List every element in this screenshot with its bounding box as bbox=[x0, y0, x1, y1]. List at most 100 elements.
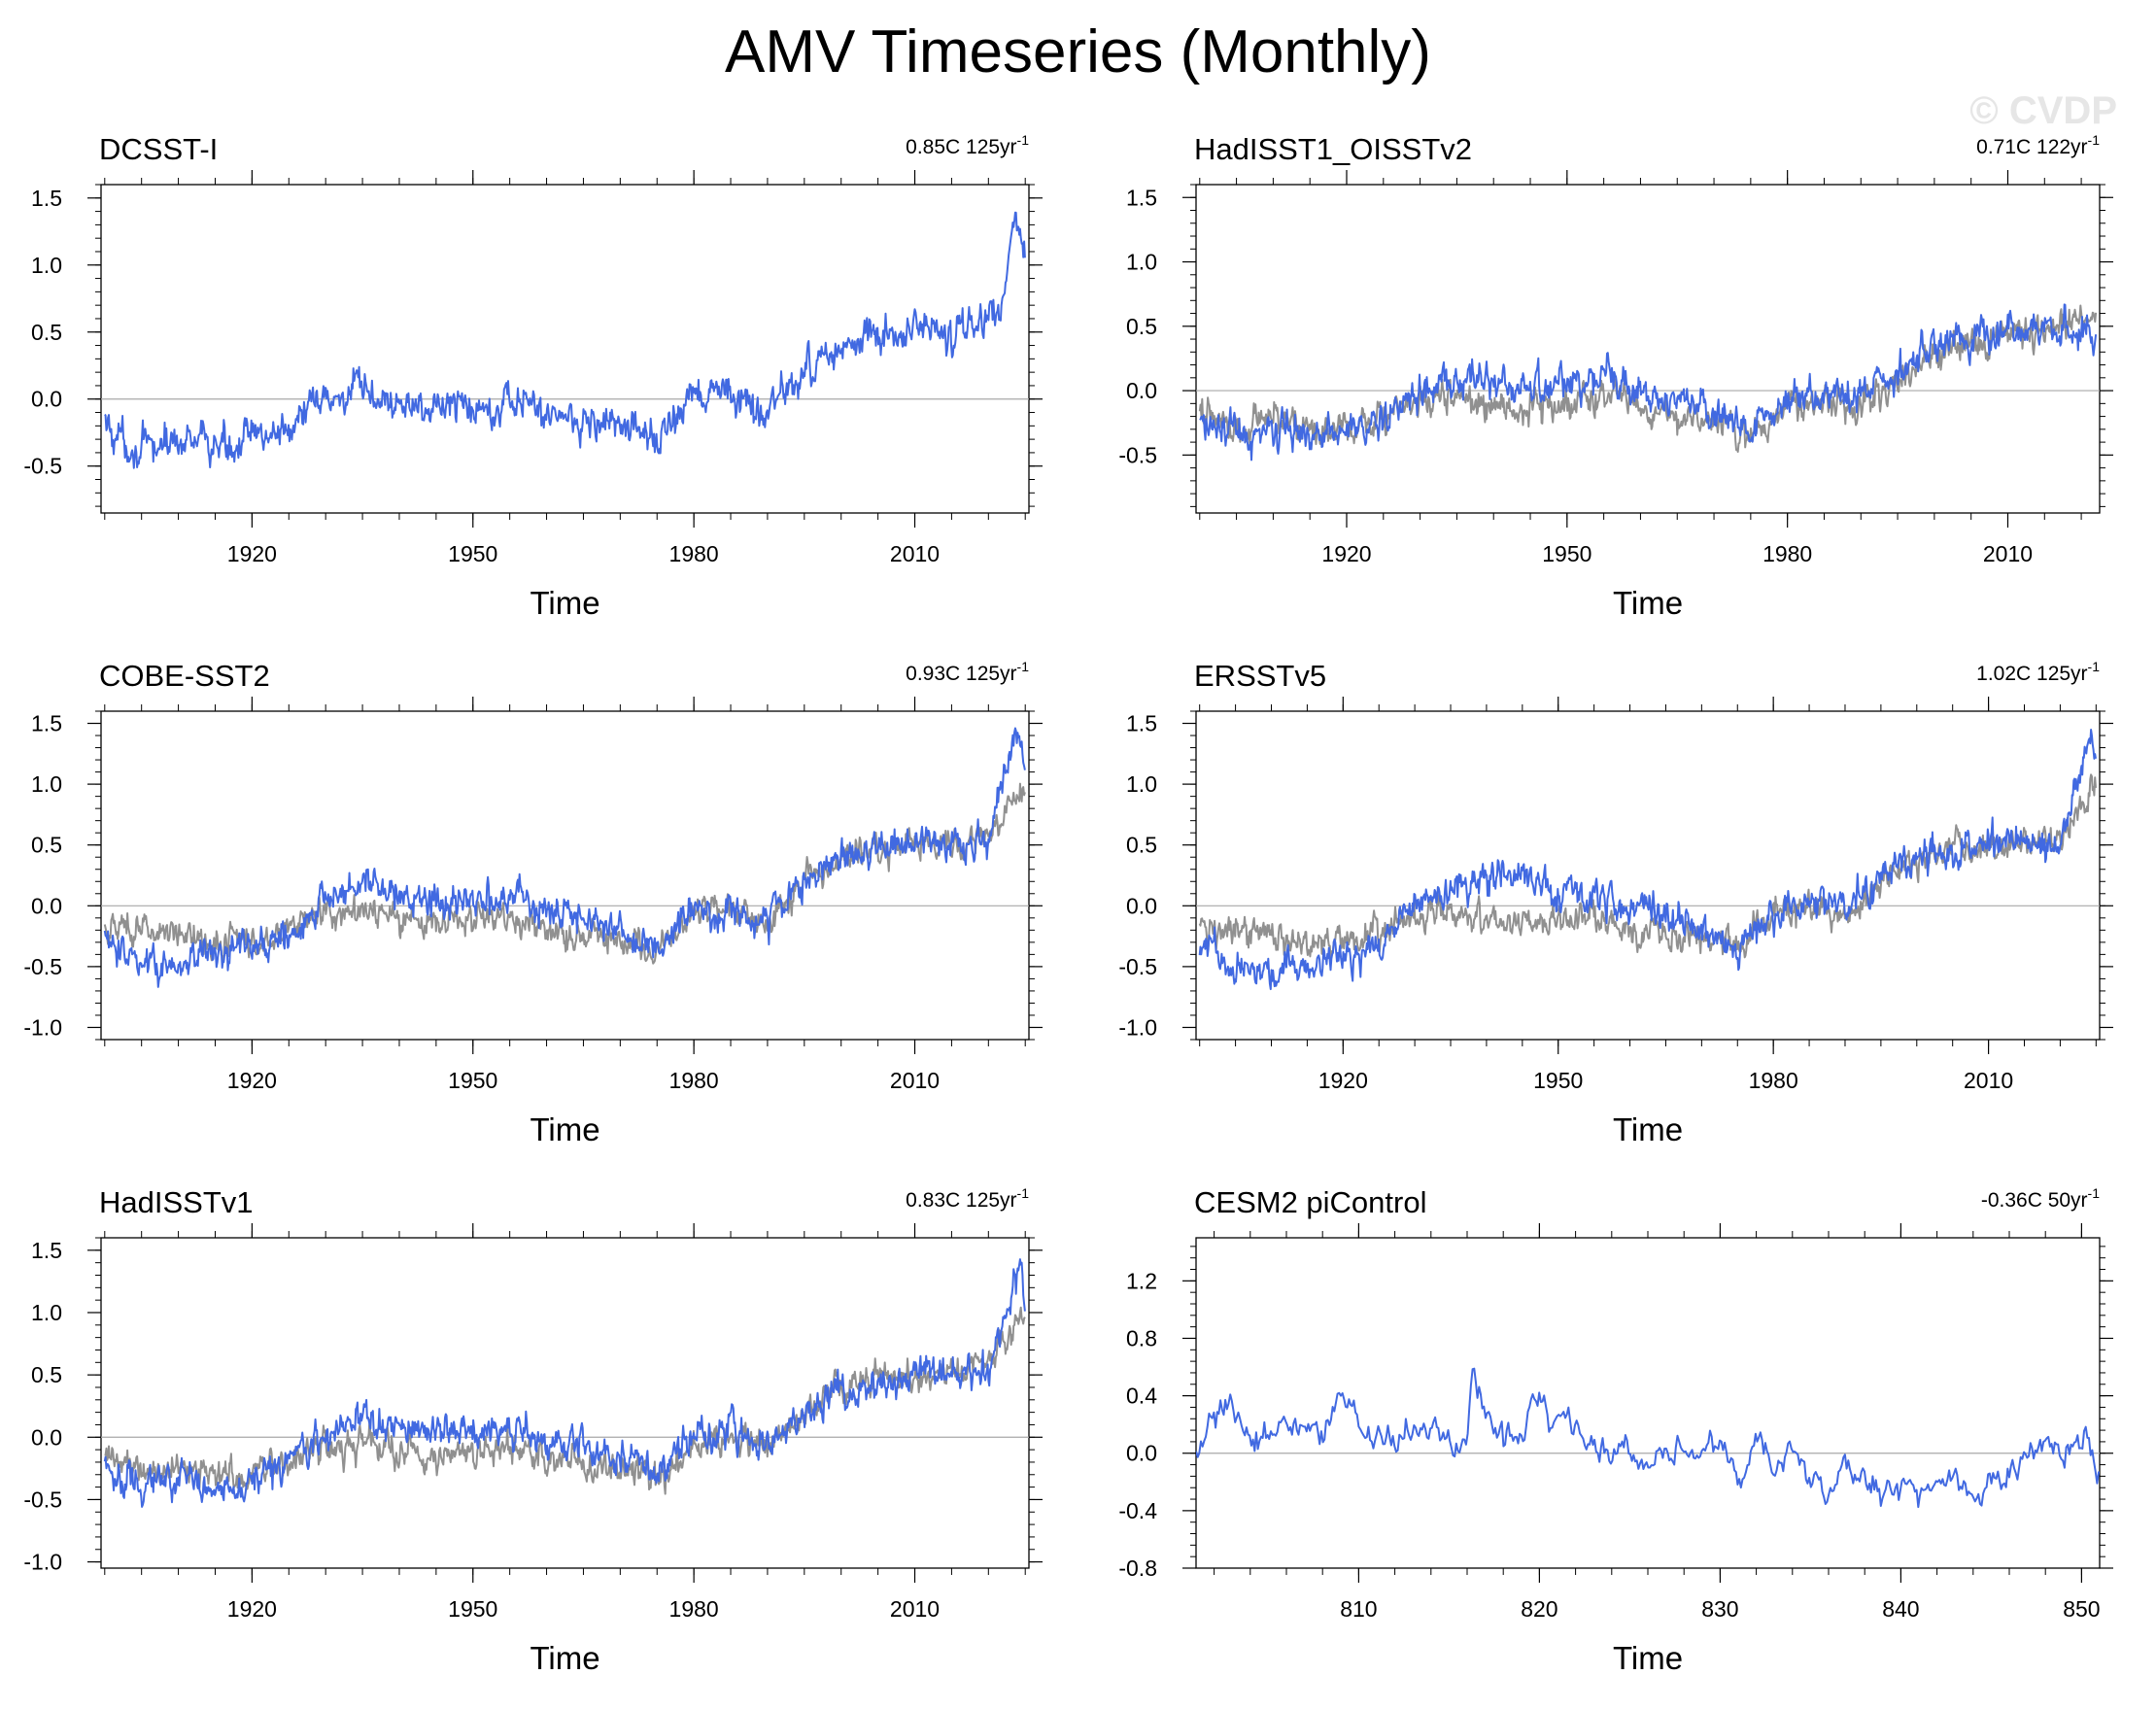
x-tick-label: 850 bbox=[2063, 1596, 2100, 1622]
series-line-ersstv5 bbox=[1198, 729, 2097, 991]
x-tick-label: 1980 bbox=[669, 1596, 719, 1622]
series-line-hadisstv1 bbox=[103, 1258, 1026, 1508]
series-line-reference bbox=[103, 782, 1026, 965]
x-axis-title: Time bbox=[530, 1640, 599, 1676]
x-tick-label: 840 bbox=[1882, 1596, 1919, 1622]
panel-title: ERSSTv5 bbox=[1194, 659, 1326, 693]
trend-unit-exponent: -1 bbox=[1017, 1185, 1030, 1201]
panel-title: HadISST1_OISSTv2 bbox=[1194, 132, 1472, 166]
y-tick-label: 0.4 bbox=[1126, 1384, 1157, 1409]
x-axis-title: Time bbox=[1613, 585, 1683, 621]
y-tick-label: 0.0 bbox=[31, 1424, 62, 1450]
trend-value: 0.93C 125yr bbox=[906, 663, 1016, 685]
x-tick-label: 2010 bbox=[890, 1596, 940, 1622]
y-tick-label: 1.5 bbox=[1126, 711, 1157, 736]
plot-frame bbox=[100, 710, 1030, 1041]
x-tick-label: 1950 bbox=[1542, 541, 1591, 566]
x-tick-label: 1920 bbox=[227, 541, 277, 566]
y-tick-label: -0.5 bbox=[23, 454, 62, 479]
y-tick-label: 1.0 bbox=[31, 771, 62, 797]
x-tick-label: 810 bbox=[1340, 1596, 1377, 1622]
x-tick-label: 1980 bbox=[669, 1068, 719, 1093]
series-line-hadisst1 bbox=[1198, 304, 2098, 453]
y-tick-label: -0.5 bbox=[23, 954, 62, 979]
trend-value: 0.85C 125yr bbox=[906, 136, 1016, 158]
x-axis-title: Time bbox=[530, 585, 599, 621]
y-tick-label: 0.5 bbox=[1126, 314, 1157, 339]
x-axis-title: Time bbox=[1613, 1111, 1683, 1147]
x-axis-title: Time bbox=[1613, 1640, 1683, 1676]
x-tick-label: 1920 bbox=[227, 1068, 277, 1093]
x-tick-label: 2010 bbox=[1983, 541, 2033, 566]
x-tick-label: 2010 bbox=[890, 541, 940, 566]
y-tick-label: 1.5 bbox=[31, 711, 62, 736]
y-tick-label: -0.5 bbox=[1118, 442, 1157, 467]
x-tick-label: 1920 bbox=[1318, 1068, 1368, 1093]
x-tick-label: 1950 bbox=[448, 1068, 497, 1093]
trend-value: 0.71C 122yr bbox=[1976, 136, 2087, 158]
plot-frame bbox=[100, 184, 1030, 514]
y-tick-label: 1.5 bbox=[31, 1238, 62, 1263]
y-tick-label: 0.0 bbox=[1126, 893, 1157, 918]
y-tick-label: 0.5 bbox=[31, 833, 62, 858]
x-tick-label: 1950 bbox=[448, 1596, 497, 1622]
trend-value: -0.36C 50yr bbox=[1981, 1189, 2088, 1212]
series-line-oisstv2 bbox=[1199, 303, 2098, 461]
figure-title: AMV Timeseries (Monthly) bbox=[725, 18, 1431, 85]
y-tick-label: 0.5 bbox=[31, 320, 62, 345]
y-tick-label: 1.5 bbox=[31, 186, 62, 211]
trend-value: 1.02C 125yr bbox=[1976, 663, 2087, 685]
chart-panel-hadisst1-oisstv2: HadISST1_OISSTv2 0.71C 122yr-1 -0.5 0.0 0.5 1… bbox=[1118, 132, 2113, 621]
x-tick-label: 1950 bbox=[1533, 1068, 1583, 1093]
y-tick-label: 1.2 bbox=[1126, 1268, 1157, 1293]
y-tick-label: 0.5 bbox=[31, 1362, 62, 1387]
y-tick-label: 0.0 bbox=[31, 893, 62, 918]
trend-unit-exponent: -1 bbox=[2088, 659, 2101, 674]
trend-label: 0.93C 125yr-1 bbox=[906, 659, 1029, 685]
panel-title: COBE-SST2 bbox=[99, 659, 270, 693]
plot-frame bbox=[1195, 184, 2101, 514]
trend-value: 0.83C 125yr bbox=[906, 1189, 1016, 1212]
y-tick-label: 0.0 bbox=[31, 387, 62, 412]
y-tick-label: 1.0 bbox=[1126, 250, 1157, 275]
x-tick-label: 1980 bbox=[1749, 1068, 1798, 1093]
y-tick-label: 1.0 bbox=[31, 253, 62, 278]
series-line-cobe-sst2 bbox=[103, 727, 1026, 988]
series-line-cesm2-picontrol bbox=[1196, 1367, 2100, 1509]
y-tick-label: 0.0 bbox=[1126, 1441, 1157, 1466]
x-tick-label: 1920 bbox=[227, 1596, 277, 1622]
y-tick-label: 1.0 bbox=[31, 1300, 62, 1325]
x-axis-title: Time bbox=[530, 1111, 599, 1147]
trend-label: 0.71C 122yr-1 bbox=[1976, 132, 2100, 158]
y-tick-label: -1.0 bbox=[23, 1014, 62, 1040]
panel-title: CESM2 piControl bbox=[1194, 1185, 1426, 1219]
chart-panel-cesm2-picontrol: CESM2 piControl -0.36C 50yr-1 -0.8 -0.4 0.0 0… bbox=[1118, 1185, 2113, 1676]
y-tick-label: -0.8 bbox=[1118, 1555, 1157, 1581]
x-tick-label: 1980 bbox=[1762, 541, 1812, 566]
plot-frame bbox=[1195, 1237, 2101, 1569]
y-tick-label: 0.5 bbox=[1126, 833, 1157, 858]
trend-label: 1.02C 125yr-1 bbox=[1976, 659, 2100, 685]
x-tick-label: 820 bbox=[1521, 1596, 1557, 1622]
trend-label: 0.83C 125yr-1 bbox=[906, 1185, 1029, 1212]
trend-label: 0.85C 125yr-1 bbox=[906, 132, 1029, 158]
panel-title: DCSST-I bbox=[99, 132, 218, 166]
y-tick-label: -0.5 bbox=[1118, 954, 1157, 979]
y-tick-label: -1.0 bbox=[1118, 1014, 1157, 1040]
trend-unit-exponent: -1 bbox=[2088, 1185, 2101, 1201]
series-line-dcsst-i bbox=[104, 211, 1026, 469]
y-tick-label: -1.0 bbox=[23, 1550, 62, 1575]
y-tick-label: -0.4 bbox=[1118, 1498, 1157, 1523]
trend-unit-exponent: -1 bbox=[1017, 659, 1030, 674]
y-tick-label: 1.5 bbox=[1126, 185, 1157, 210]
chart-panel-dcsst-i: DCSST-I 0.85C 125yr-1 -0.5 0.0 0.5 1.0 1.5 1920… bbox=[23, 132, 1043, 621]
x-tick-label: 1920 bbox=[1321, 541, 1371, 566]
chart-panel-cobe-sst2: COBE-SST2 0.93C 125yr-1 -1.0 -0.5 0.0 0.5 1.0 1… bbox=[23, 659, 1043, 1147]
series-line-reference bbox=[1198, 773, 2097, 959]
x-tick-label: 2010 bbox=[1964, 1068, 2013, 1093]
x-tick-label: 1980 bbox=[669, 541, 719, 566]
y-tick-label: 0.0 bbox=[1126, 378, 1157, 403]
y-tick-label: -0.5 bbox=[23, 1487, 62, 1512]
x-tick-label: 830 bbox=[1701, 1596, 1738, 1622]
trend-label: -0.36C 50yr-1 bbox=[1981, 1185, 2100, 1212]
